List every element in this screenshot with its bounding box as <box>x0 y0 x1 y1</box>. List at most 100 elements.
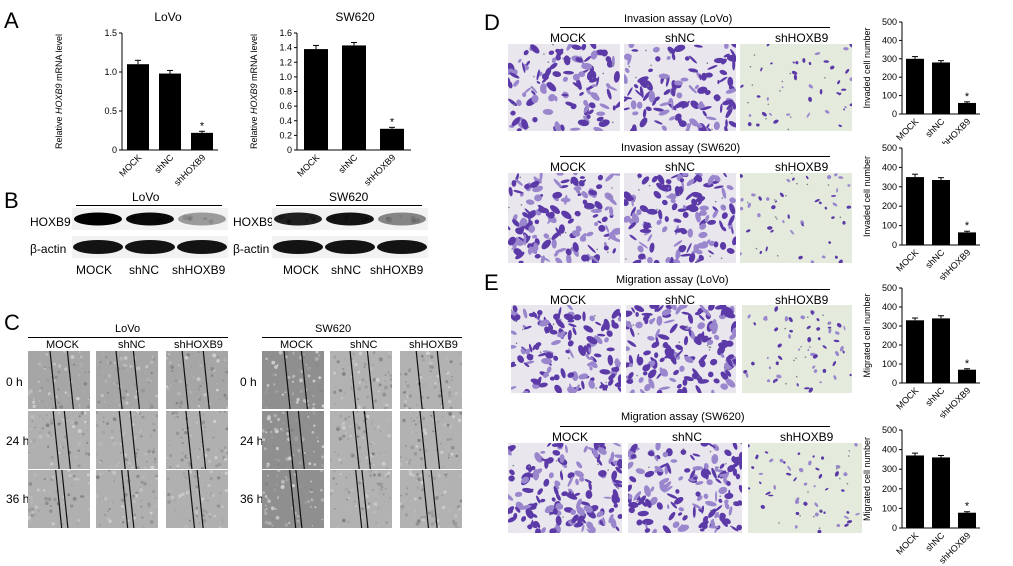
stained-cell <box>611 322 619 329</box>
stained-cell <box>725 107 733 119</box>
wound-edge-right <box>300 351 308 409</box>
y-tick-label: 0 <box>287 145 292 155</box>
category-label: MOCK <box>894 530 920 556</box>
cell-texture <box>136 435 139 437</box>
stained-cell <box>682 379 688 386</box>
cell-texture <box>358 459 362 463</box>
cell-texture <box>444 473 448 477</box>
cell-texture <box>83 382 88 386</box>
cell-texture <box>338 437 343 441</box>
cell-texture <box>407 461 412 465</box>
stained-cell <box>566 253 572 263</box>
membrane-pore <box>848 450 851 452</box>
stained-cell <box>791 70 798 75</box>
cell-texture <box>63 422 66 425</box>
cell-texture <box>87 452 90 457</box>
stained-cell <box>513 190 524 194</box>
membrane-pore <box>514 320 516 322</box>
stained-cell <box>673 496 684 505</box>
stained-cell <box>534 452 542 462</box>
stained-cell <box>677 512 683 516</box>
stained-cell <box>596 76 600 87</box>
stained-cell <box>838 259 843 263</box>
migration-sw620-title: Migration assay (SW620) <box>621 411 745 423</box>
cell-texture <box>120 451 122 454</box>
cell-texture <box>194 510 199 514</box>
cell-texture <box>67 470 71 472</box>
cell-texture <box>217 476 221 480</box>
cell-texture <box>150 360 154 364</box>
stained-cell <box>508 508 513 514</box>
cell-texture <box>418 375 423 380</box>
band-speckle <box>130 215 137 222</box>
cell-texture <box>141 516 144 519</box>
cell-texture <box>277 470 281 472</box>
stained-cell <box>638 253 646 260</box>
cell-texture <box>114 502 117 505</box>
cell-texture <box>336 360 340 364</box>
stained-cell <box>590 92 600 101</box>
cell-texture <box>285 478 289 482</box>
y-tick-label: 0.6 <box>279 101 292 111</box>
cell-texture <box>284 391 287 394</box>
wound-image <box>28 470 90 528</box>
stained-cell <box>720 353 725 358</box>
cell-texture <box>408 470 413 473</box>
stained-cell <box>510 110 516 116</box>
cell-texture <box>446 356 448 359</box>
cell-texture <box>264 482 269 486</box>
bar <box>958 102 976 114</box>
stained-cell <box>575 478 579 486</box>
stained-cell <box>565 444 568 454</box>
cell-texture <box>109 521 112 524</box>
cell-texture <box>402 500 405 503</box>
cell-texture <box>209 477 213 481</box>
band-speckle <box>286 219 292 224</box>
cell-texture <box>340 396 344 400</box>
cell-texture <box>346 418 349 420</box>
stained-cell <box>567 476 574 487</box>
cell-texture <box>102 416 105 419</box>
cell-texture <box>445 371 448 373</box>
cell-texture <box>46 445 50 448</box>
cell-texture <box>139 487 144 492</box>
cell-texture <box>272 488 277 493</box>
cell-texture <box>330 458 332 462</box>
cell-texture <box>111 439 114 442</box>
stained-cell <box>645 498 652 508</box>
cell-texture <box>313 450 315 453</box>
cell-texture <box>113 361 116 364</box>
cell-texture <box>212 430 214 433</box>
stained-cell <box>719 69 728 76</box>
membrane-pore <box>723 205 725 208</box>
stained-cell <box>719 242 727 250</box>
cell-texture <box>379 430 382 433</box>
cell-texture <box>168 465 172 469</box>
cell-texture <box>122 364 126 368</box>
cell-texture <box>225 427 228 431</box>
cell-texture <box>72 519 74 522</box>
stained-cell <box>583 505 593 513</box>
cell-texture <box>410 445 415 450</box>
cell-texture <box>276 424 279 426</box>
cell-texture <box>193 491 196 494</box>
cell-texture <box>360 366 363 368</box>
y-axis-label-pre: Relative <box>249 114 259 149</box>
cell-texture <box>312 407 315 409</box>
cell-texture <box>422 359 425 362</box>
cell-texture <box>76 396 80 401</box>
cell-texture <box>432 430 435 433</box>
stained-cell <box>798 255 803 260</box>
cell-texture <box>113 480 116 482</box>
cell-texture <box>77 429 82 433</box>
cell-texture <box>360 497 364 501</box>
membrane-pore <box>726 368 729 371</box>
cell-texture <box>370 523 372 526</box>
stained-cell <box>617 513 622 519</box>
stained-cell <box>697 322 706 330</box>
cell-texture <box>152 489 156 493</box>
y-tick-label: 300 <box>882 54 897 64</box>
cell-texture <box>262 429 265 433</box>
stained-cell <box>585 490 593 499</box>
invasion-sw620-col-shhoxb9: shHOXB9 <box>775 160 829 174</box>
